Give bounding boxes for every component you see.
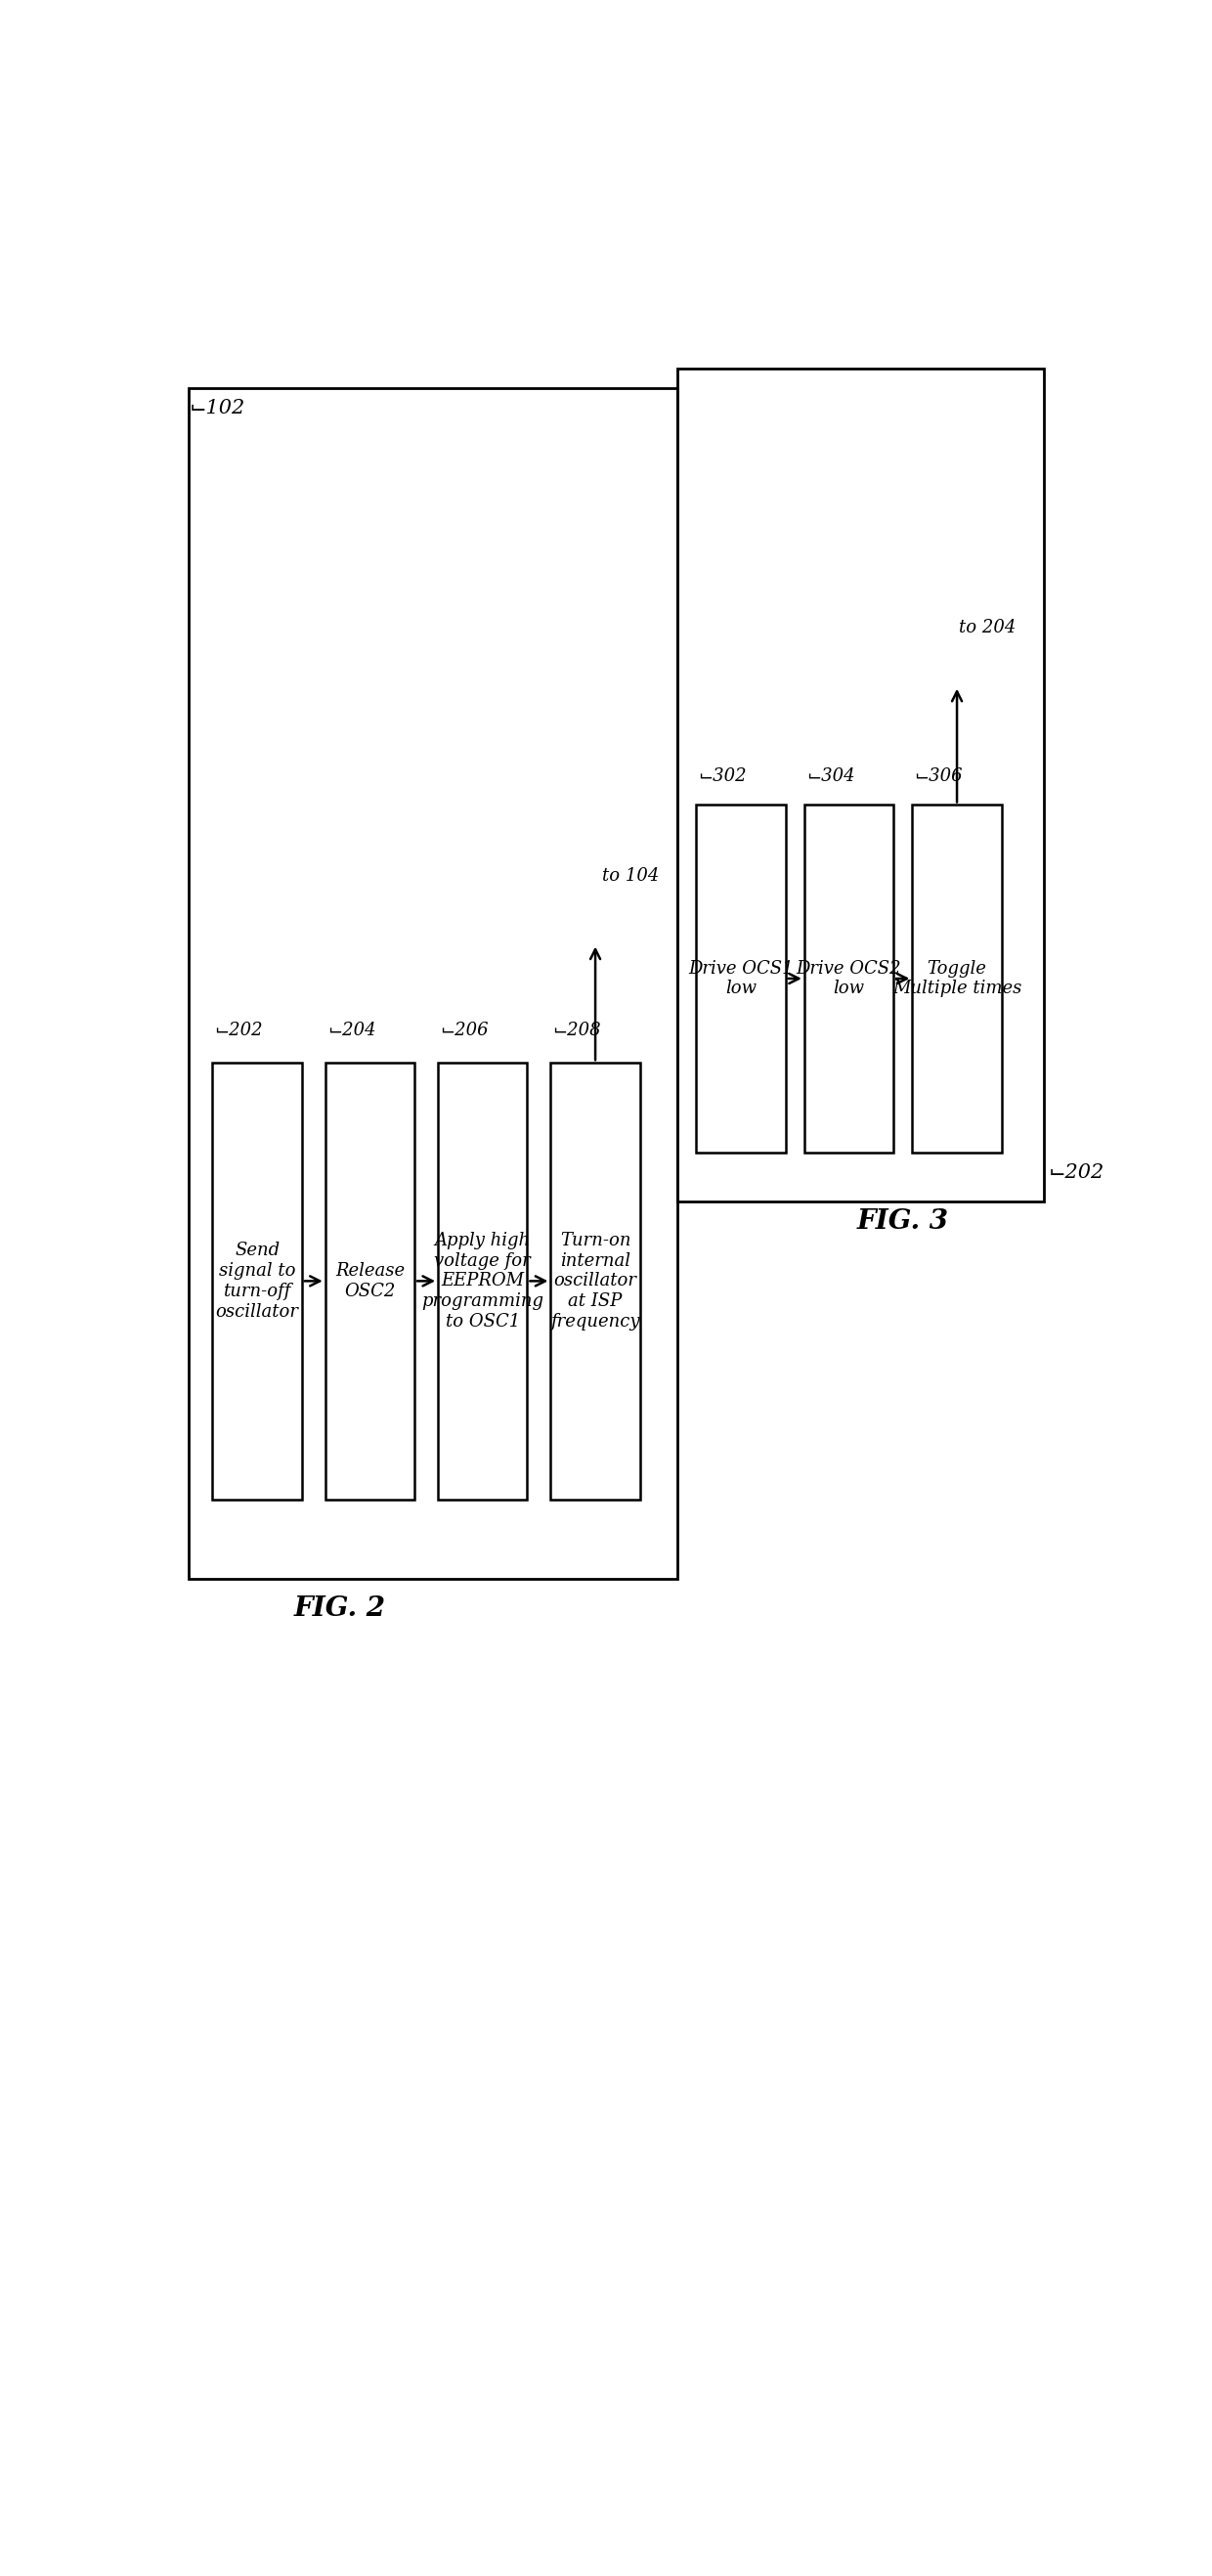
- Text: Send
signal to
turn-off
oscillator: Send signal to turn-off oscillator: [216, 1242, 298, 1321]
- Bar: [438, 1064, 527, 1499]
- Bar: [678, 368, 1044, 1200]
- Text: Release
OSC2: Release OSC2: [336, 1262, 405, 1301]
- Bar: [325, 1064, 415, 1499]
- Bar: [189, 389, 678, 1579]
- Text: Toggle
Multiple times: Toggle Multiple times: [892, 961, 1022, 997]
- Bar: [805, 804, 893, 1151]
- Text: ⌙208: ⌙208: [553, 1023, 601, 1038]
- Text: Apply high
voltage for
EEPROM
programming
to OSC1: Apply high voltage for EEPROM programmin…: [422, 1231, 544, 1332]
- Bar: [550, 1064, 640, 1499]
- Text: to 104: to 104: [602, 866, 659, 884]
- Text: FIG. 2: FIG. 2: [293, 1595, 385, 1620]
- Text: Drive OCS2
low: Drive OCS2 low: [796, 961, 902, 997]
- Text: ⌙202: ⌙202: [215, 1023, 263, 1038]
- Text: ⌙204: ⌙204: [327, 1023, 376, 1038]
- Text: ⌙302: ⌙302: [698, 768, 747, 786]
- Text: ⌙206: ⌙206: [440, 1023, 488, 1038]
- Bar: [212, 1064, 302, 1499]
- Text: Drive OCS1
low: Drive OCS1 low: [688, 961, 794, 997]
- Bar: [913, 804, 1001, 1151]
- Text: ⌙202: ⌙202: [1048, 1164, 1104, 1182]
- Text: Turn-on
internal
oscillator
at ISP
frequency: Turn-on internal oscillator at ISP frequ…: [550, 1231, 640, 1332]
- Text: to 204: to 204: [959, 618, 1016, 636]
- Text: ⌙102: ⌙102: [189, 399, 245, 417]
- Text: FIG. 3: FIG. 3: [857, 1208, 949, 1234]
- Text: ⌙304: ⌙304: [806, 768, 854, 786]
- Text: ⌙306: ⌙306: [914, 768, 962, 786]
- Bar: [696, 804, 785, 1151]
